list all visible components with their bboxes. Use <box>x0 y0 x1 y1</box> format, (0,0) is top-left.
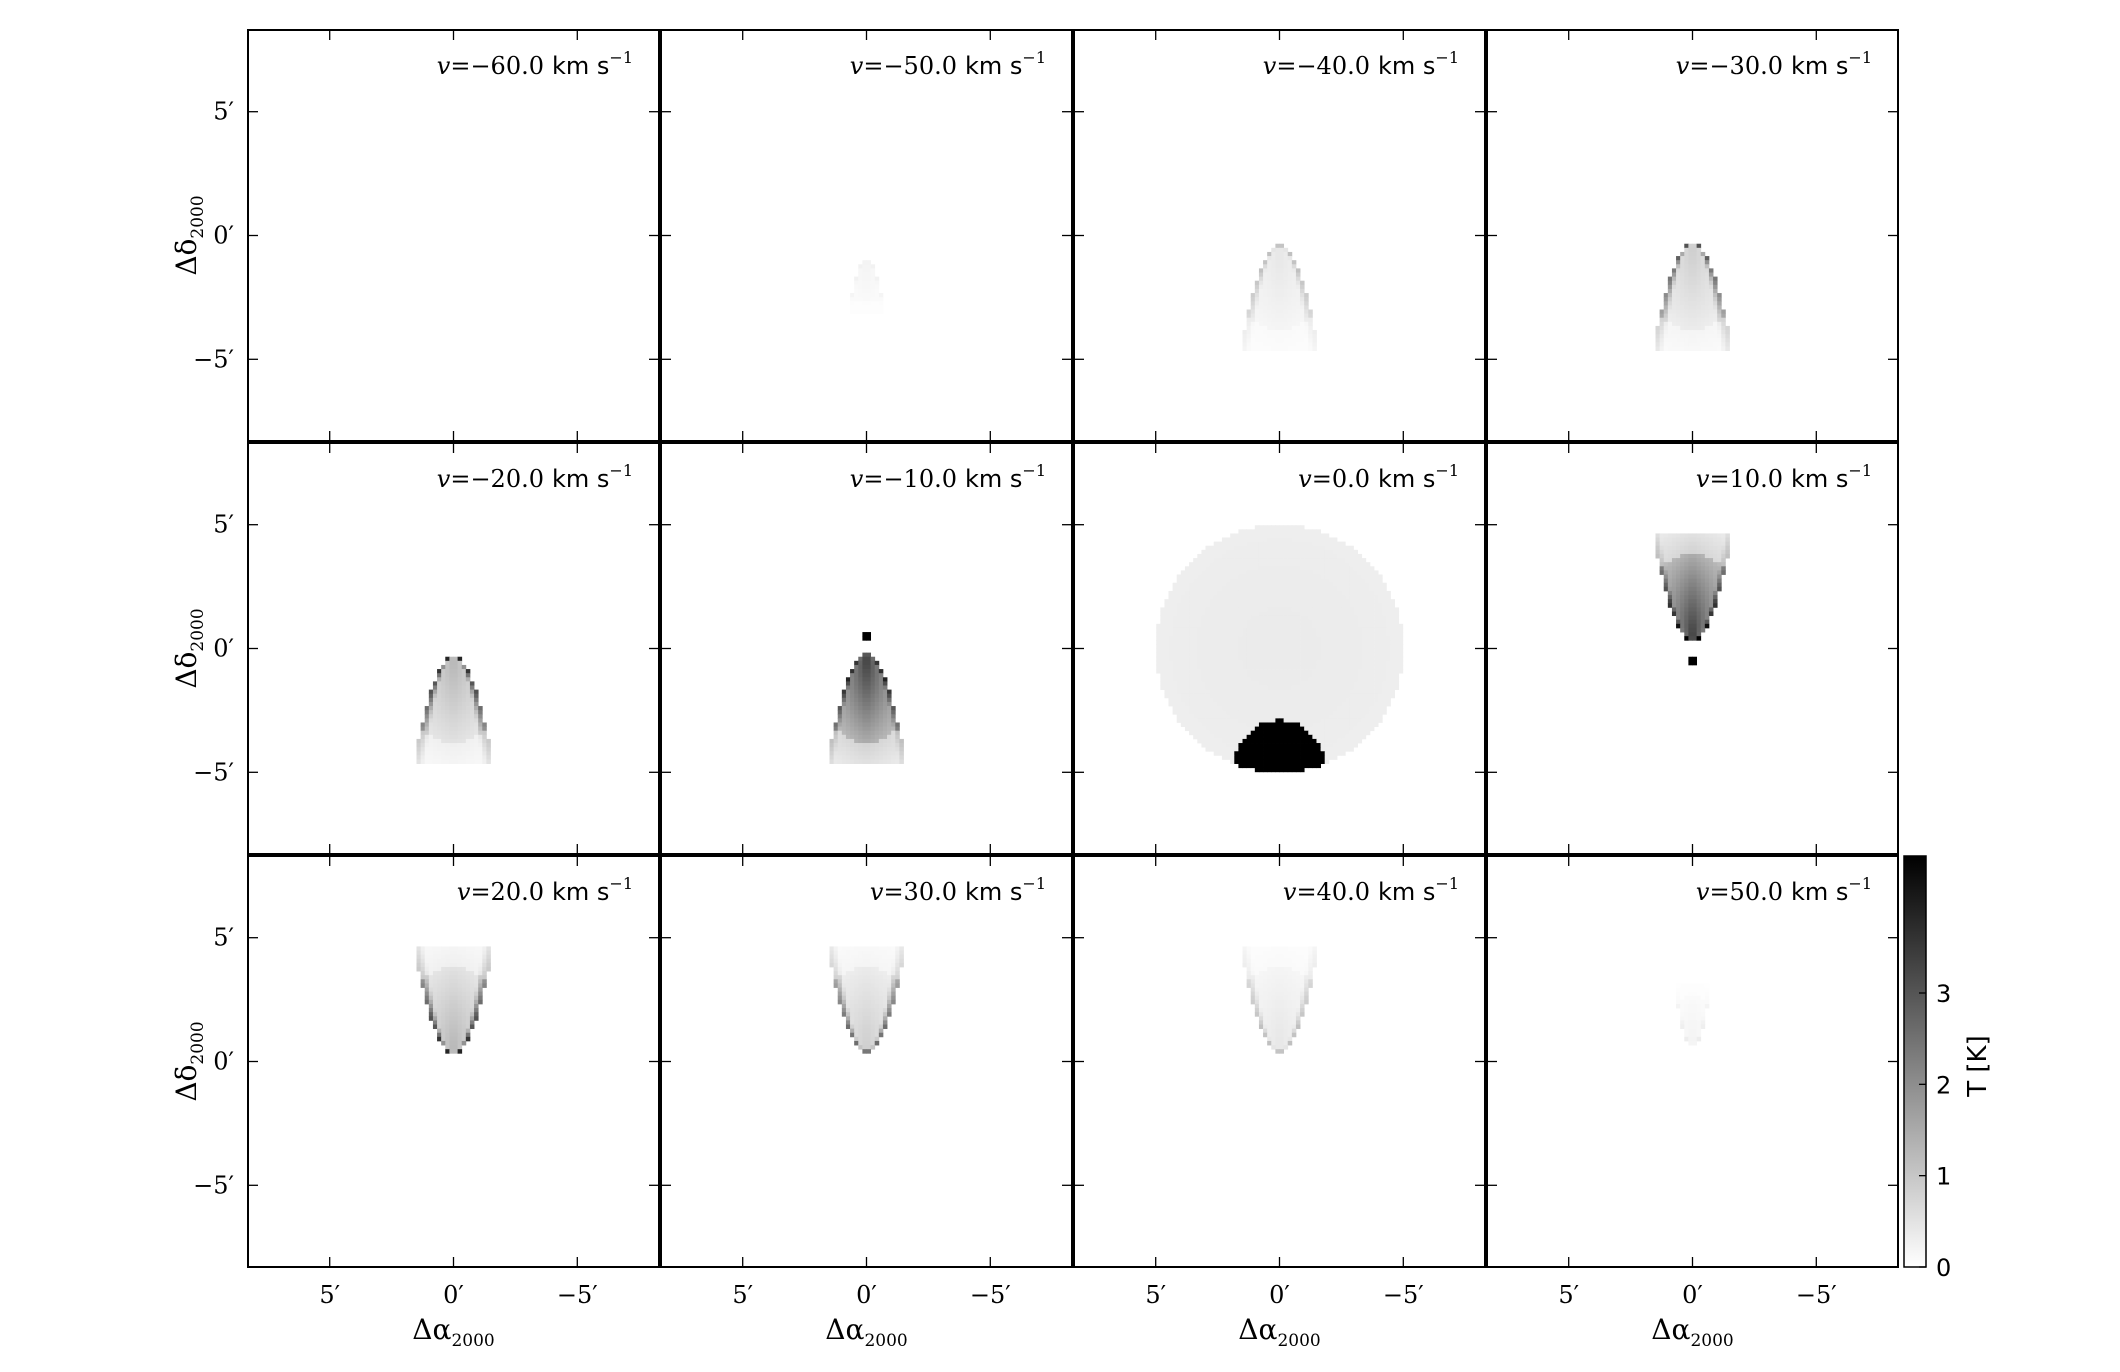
channel-panel: v=0.0 km s−1 <box>1073 442 1486 855</box>
channel-panel: v=−30.0 km s−1 <box>1486 29 1899 442</box>
channel-panel: v=−40.0 km s−1 <box>1073 29 1486 442</box>
x-tick-label: 5′ <box>1145 1281 1166 1309</box>
x-axis-label: Δα2000 <box>412 1313 494 1351</box>
y-axis-label: Δδ2000 <box>170 1021 208 1101</box>
colorbar-tick-label: 0 <box>1936 1254 1951 1282</box>
panel-frame <box>1073 855 1486 1268</box>
velocity-label: v=−20.0 km s−1 <box>437 461 633 493</box>
channel-panel: v=50.0 km s−1 5′ 0′ −5′ Δα2000 <box>1486 855 1899 1351</box>
velocity-label: v=40.0 km s−1 <box>1283 874 1459 906</box>
panel-frame <box>247 442 660 855</box>
velocity-label: v=30.0 km s−1 <box>870 874 1046 906</box>
channel-panel: v=30.0 km s−1 5′ 0′ −5′ Δα2000 <box>660 855 1073 1351</box>
colorbar-tick-label: 1 <box>1936 1163 1951 1191</box>
panel-frame <box>247 855 660 1268</box>
velocity-label: v=−40.0 km s−1 <box>1263 48 1459 80</box>
emission-map <box>829 632 904 764</box>
velocity-label: v=−30.0 km s−1 <box>1676 48 1872 80</box>
y-tick-label: 5′ <box>213 511 234 539</box>
panel-frame <box>660 29 1073 442</box>
channel-panel: v=−20.0 km s−1 5′ 0′ −5′ Δδ2000 <box>170 442 660 855</box>
panel-frame <box>660 442 1073 855</box>
x-tick-label: 0′ <box>856 1281 877 1309</box>
velocity-label: v=0.0 km s−1 <box>1298 461 1459 493</box>
panel-frame <box>1486 29 1899 442</box>
x-tick-label: 5′ <box>732 1281 753 1309</box>
panel-frame <box>1486 855 1899 1268</box>
y-tick-label: −5′ <box>193 1171 234 1199</box>
channel-panel: v=−60.0 km s−1 5′ 0′ −5′ Δδ2000 <box>170 29 660 442</box>
colorbar-label: T [K] <box>1963 1035 1993 1097</box>
x-tick-label: 5′ <box>319 1281 340 1309</box>
emission-map <box>1676 983 1710 1046</box>
y-tick-label: 0′ <box>213 222 234 250</box>
x-tick-label: −5′ <box>1796 1281 1837 1309</box>
emission-map <box>829 946 904 1054</box>
x-tick-label: 0′ <box>1682 1281 1703 1309</box>
emission-map <box>1156 525 1404 773</box>
y-axis-label: Δδ2000 <box>170 195 208 275</box>
panel-frame <box>660 855 1073 1268</box>
channel-panel: v=−10.0 km s−1 <box>660 442 1073 855</box>
emission-map <box>416 946 491 1054</box>
channel-panel: v=10.0 km s−1 <box>1486 442 1899 855</box>
emission-map <box>416 656 491 764</box>
panel-frame <box>247 29 660 442</box>
emission-map <box>1655 243 1730 351</box>
colorbar: 0 1 2 3 T [K] <box>1903 855 1993 1282</box>
velocity-label: v=50.0 km s−1 <box>1696 874 1872 906</box>
emission-map <box>1242 946 1317 1054</box>
panel-frame <box>1073 29 1486 442</box>
y-tick-label: 5′ <box>213 98 234 126</box>
velocity-label: v=−60.0 km s−1 <box>437 48 633 80</box>
channel-panel: v=−50.0 km s−1 <box>660 29 1073 442</box>
colorbar-gradient <box>1903 855 1927 1268</box>
channel-panel: v=20.0 km s−1 5′ 0′ −5′ Δδ2000 5′ 0′ −5′ Δα2000 <box>170 855 660 1351</box>
emission-map <box>1242 243 1317 351</box>
x-tick-label: −5′ <box>970 1281 1011 1309</box>
velocity-label: v=20.0 km s−1 <box>457 874 633 906</box>
velocity-label: v=−50.0 km s−1 <box>850 48 1046 80</box>
panel-frame <box>1486 442 1899 855</box>
velocity-label: v=10.0 km s−1 <box>1696 461 1872 493</box>
velocity-label: v=−10.0 km s−1 <box>850 461 1046 493</box>
y-tick-label: 0′ <box>213 635 234 663</box>
y-tick-label: 5′ <box>213 924 234 952</box>
x-tick-label: 0′ <box>1269 1281 1290 1309</box>
y-tick-label: −5′ <box>193 758 234 786</box>
y-axis-label: Δδ2000 <box>170 608 208 688</box>
emission-map <box>1655 533 1730 666</box>
x-axis-label: Δα2000 <box>1651 1313 1733 1351</box>
emission-map <box>850 260 884 314</box>
x-tick-label: 0′ <box>443 1281 464 1309</box>
x-tick-label: −5′ <box>557 1281 598 1309</box>
y-tick-label: −5′ <box>193 345 234 373</box>
x-axis-label: Δα2000 <box>1238 1313 1320 1351</box>
channel-panel: v=40.0 km s−1 5′ 0′ −5′ Δα2000 <box>1073 855 1486 1351</box>
x-tick-label: 5′ <box>1558 1281 1579 1309</box>
colorbar-tick-label: 2 <box>1936 1071 1951 1099</box>
colorbar-tick-label: 3 <box>1936 980 1951 1008</box>
x-axis-label: Δα2000 <box>825 1313 907 1351</box>
y-tick-label: 0′ <box>213 1048 234 1076</box>
x-tick-label: −5′ <box>1383 1281 1424 1309</box>
